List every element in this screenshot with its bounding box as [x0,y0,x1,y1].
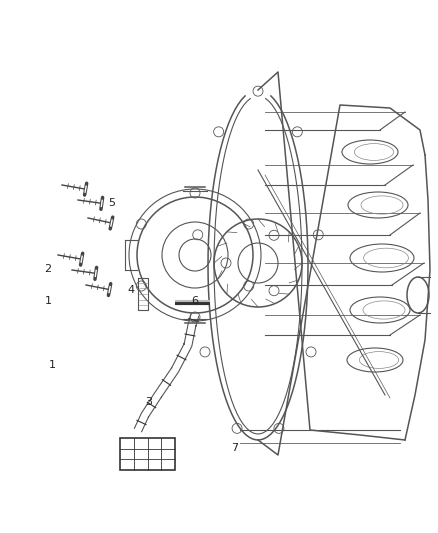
Text: 1: 1 [45,296,52,306]
Text: 4: 4 [128,286,135,295]
Text: 7: 7 [231,443,238,453]
Text: 6: 6 [191,296,198,306]
Text: 3: 3 [145,398,152,407]
Text: 1: 1 [49,360,56,370]
Text: 5: 5 [108,198,115,207]
Bar [120,438,175,470]
Text: 2: 2 [45,264,52,274]
